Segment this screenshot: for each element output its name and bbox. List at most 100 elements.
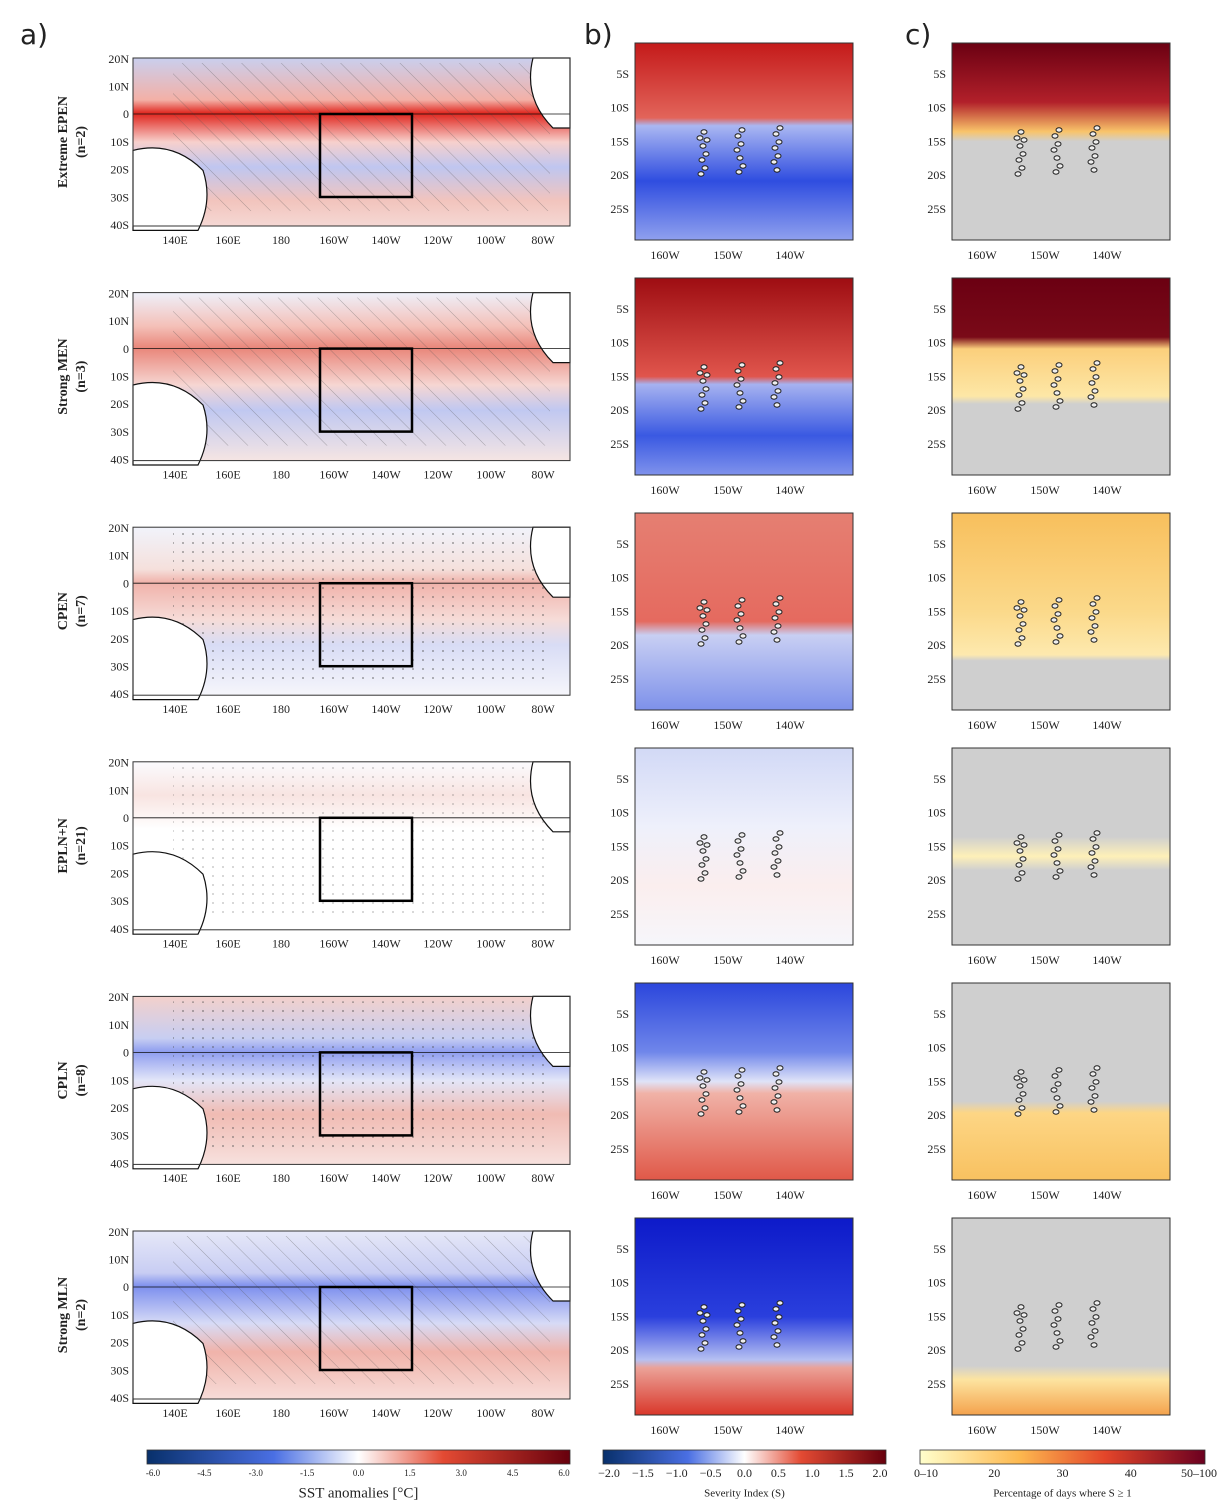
lon-label: 180 (272, 467, 290, 481)
lon-label: 180 (272, 702, 290, 716)
lat-label: 10S (110, 839, 129, 853)
lon-label: 140E (162, 1171, 187, 1185)
colorbar-tick: 0–10 (914, 1466, 938, 1480)
island (701, 1340, 709, 1346)
row-name: Strong MEN (56, 338, 71, 414)
percentage-map (952, 278, 1170, 475)
island (1015, 1097, 1023, 1103)
lat-label: 25S (610, 437, 629, 451)
island (1050, 1087, 1058, 1093)
lat-label: 20S (927, 1108, 946, 1122)
lat-label: 15S (927, 369, 946, 383)
island (702, 621, 710, 627)
lon-label: 160W (319, 702, 349, 716)
island (775, 609, 783, 615)
island (773, 872, 781, 878)
lon-label: 160W (967, 953, 997, 967)
lat-label: 40S (110, 922, 129, 936)
colorbar-tick: 1.5 (839, 1466, 854, 1480)
island (737, 1316, 745, 1322)
island (735, 1344, 743, 1350)
island (703, 137, 711, 143)
colorbar-tick: 30 (1057, 1466, 1069, 1480)
percentage-map (952, 43, 1170, 240)
island (1087, 394, 1095, 400)
colorbar-tick: 0.5 (771, 1466, 786, 1480)
lon-label: 80W (531, 937, 555, 951)
island (736, 1095, 744, 1101)
lat-label: 10S (610, 571, 629, 585)
lat-label: 0 (123, 1046, 129, 1060)
island (772, 131, 780, 137)
island (1016, 1318, 1024, 1324)
island (1020, 1312, 1028, 1318)
lon-label: 140E (162, 233, 187, 247)
island (1016, 613, 1024, 619)
lat-label: 15S (610, 369, 629, 383)
island (1054, 846, 1062, 852)
island (1056, 1338, 1064, 1344)
island (736, 155, 744, 161)
island (702, 386, 710, 392)
island (1020, 137, 1028, 143)
island (1019, 1091, 1027, 1097)
island (1014, 171, 1022, 177)
lon-label: 140W (775, 718, 805, 732)
lat-label: 10S (610, 1041, 629, 1055)
island (700, 599, 708, 605)
island (1093, 125, 1101, 131)
lat-label: 5S (616, 537, 629, 551)
island (774, 1328, 782, 1334)
island (1089, 836, 1097, 842)
island (701, 400, 709, 406)
island (1093, 360, 1101, 366)
island (773, 1342, 781, 1348)
island (1093, 1065, 1101, 1071)
island (1020, 842, 1028, 848)
lat-label: 25S (610, 672, 629, 686)
lat-label: 25S (610, 1377, 629, 1391)
island (1017, 599, 1025, 605)
lon-label: 140W (1092, 483, 1122, 497)
island (739, 1103, 747, 1109)
lat-label: 10S (927, 336, 946, 350)
island (699, 1318, 707, 1324)
lat-label: 20S (927, 403, 946, 417)
island (700, 834, 708, 840)
island (737, 141, 745, 147)
island (1013, 605, 1021, 611)
severity-map (635, 43, 853, 240)
severity-map (635, 513, 853, 710)
lon-label: 180 (272, 1406, 290, 1420)
lat-label: 5S (933, 1007, 946, 1021)
island (699, 848, 707, 854)
colorbar-tick: 1.5 (404, 1468, 416, 1478)
island (1018, 635, 1026, 641)
island (1017, 364, 1025, 370)
lon-label: 140W (775, 483, 805, 497)
island (701, 870, 709, 876)
island (1087, 159, 1095, 165)
island (1017, 129, 1025, 135)
island (1014, 876, 1022, 882)
lat-label: 0 (123, 576, 129, 590)
lon-label: 160W (650, 248, 680, 262)
lat-label: 10S (927, 806, 946, 820)
island (1054, 141, 1062, 147)
island (696, 1075, 704, 1081)
island (770, 1099, 778, 1105)
island (1087, 1099, 1095, 1105)
row-name: Strong MLN (56, 1277, 71, 1353)
island (699, 613, 707, 619)
lon-label: 150W (713, 718, 743, 732)
island (1014, 1346, 1022, 1352)
island (1013, 1075, 1021, 1081)
lon-label: 150W (713, 953, 743, 967)
island (1056, 163, 1064, 169)
island (1050, 147, 1058, 153)
lat-label: 40S (110, 687, 129, 701)
island (1093, 830, 1101, 836)
lat-label: 10N (108, 783, 129, 797)
island (1052, 1344, 1060, 1350)
lon-label: 80W (531, 467, 555, 481)
